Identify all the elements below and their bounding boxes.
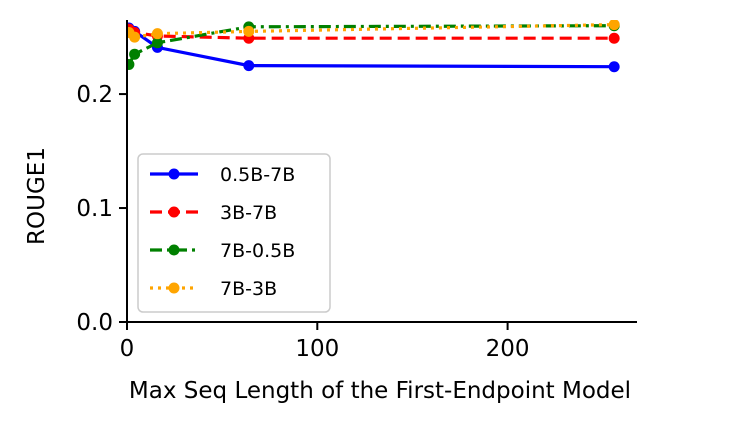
legend-label: 7B-3B [220, 278, 277, 300]
x-tick-label: 200 [486, 336, 530, 362]
legend-label: 7B-0.5B [220, 240, 295, 262]
data-point-7B-3B-2 [151, 28, 163, 40]
data-point-3B-7B-4 [608, 32, 620, 44]
x-axis-label: Max Seq Length of the First-Endpoint Mod… [129, 378, 631, 404]
y-axis-label: ROUGE1 [24, 147, 50, 245]
y-tick-label: 0.2 [76, 82, 113, 108]
legend-label: 0.5B-7B [220, 164, 295, 186]
legend-marker-3B-7B [168, 206, 180, 218]
data-point-7B-0.5B-0 [127, 58, 135, 70]
legend-marker-0.5B-7B [168, 168, 180, 180]
data-point-0.5B-7B-3 [243, 60, 255, 72]
data-point-7B-3B-3 [243, 25, 255, 37]
legend-frame [137, 153, 331, 313]
legend-marker-7B-0.5B [168, 244, 180, 256]
legend: 0.5B-7B 3B-7B 7B-0.5B 7B-3B [137, 153, 331, 313]
x-tick-label: 0 [120, 336, 135, 362]
data-point-0.5B-7B-4 [608, 61, 620, 73]
series-layer [127, 20, 620, 73]
data-point-7B-3B-1 [129, 31, 141, 43]
data-point-7B-3B-4 [608, 20, 620, 31]
data-point-7B-0.5B-1 [129, 48, 141, 60]
legend-label: 3B-7B [220, 202, 277, 224]
y-tick-label: 0.0 [76, 310, 113, 336]
y-tick-label: 0.1 [76, 196, 113, 222]
axes-layer: 0.0 0.1 0.2 0 100 200 [76, 20, 637, 362]
legend-marker-7B-3B [168, 282, 180, 294]
x-tick-label: 100 [295, 336, 339, 362]
data-point-7B-0.5B-2 [151, 37, 163, 49]
